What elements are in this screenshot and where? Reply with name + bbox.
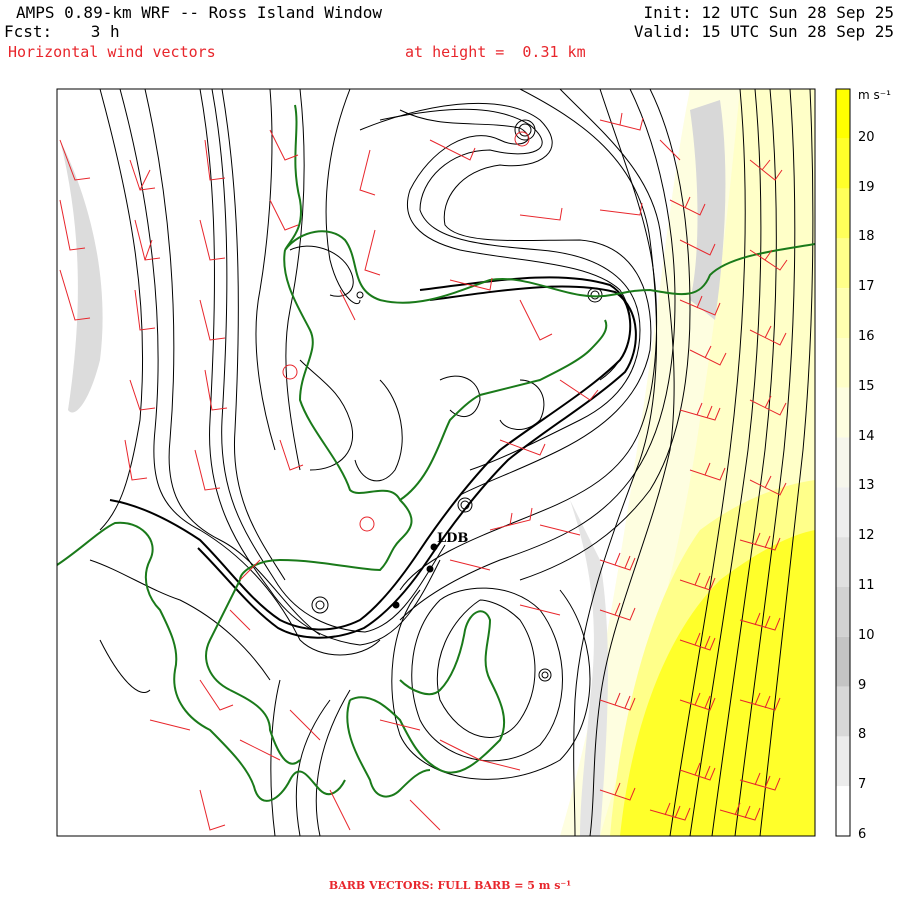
colorbar [836, 89, 850, 836]
speed-shade-gray-east [690, 100, 726, 320]
coastline [57, 104, 815, 802]
colorbar-swatch [836, 587, 850, 637]
colorbar-swatch [836, 487, 850, 538]
station-marker [392, 601, 400, 609]
colorbar-swatch [836, 89, 850, 139]
field-name: Horizontal wind vectors [8, 43, 216, 61]
site-label-ldb: LDB [437, 531, 469, 546]
colorbar-level-label: 12 [858, 528, 875, 544]
colorbar-level-label: 11 [858, 578, 875, 593]
speed-shade-gray-south [570, 500, 608, 836]
colorbar-level-label: 14 [858, 428, 875, 444]
colorbar-level-label: 15 [858, 378, 875, 394]
stations [392, 543, 438, 609]
colorbar-swatch [836, 786, 850, 836]
speed-shade-gray-west [60, 140, 103, 413]
valid-time: Valid: 15 UTC Sun 28 Sep 25 [633, 22, 894, 41]
colorbar-level-label: 17 [858, 279, 875, 295]
map-frame [56, 88, 816, 837]
streamlines [89, 89, 814, 836]
speed-shade-19 [620, 530, 815, 836]
colorbar-level-label: 7 [858, 777, 867, 793]
colorbar-level-label: 16 [858, 329, 875, 344]
convergence-lines [109, 276, 637, 639]
map-title: AMPS 0.89-km WRF -- Ross Island Window [16, 3, 383, 22]
eddies [311, 119, 603, 682]
colorbar-swatch [836, 138, 850, 189]
station-ldb [430, 543, 438, 551]
barb-legend: BARB VECTORS: FULL BARB = 5 m s⁻¹ [328, 879, 572, 892]
colorbar-level-label: 13 [858, 478, 875, 494]
colorbar-level-label: 18 [858, 229, 875, 245]
colorbar-swatch [836, 736, 850, 787]
colorbar-frame [835, 88, 851, 837]
colorbar-level-label: 6 [858, 827, 867, 842]
colorbar-swatch [836, 387, 850, 438]
colorbar-swatch [836, 188, 850, 239]
colorbar-swatch [836, 338, 850, 388]
colorbar-swatch [836, 686, 850, 737]
height-label: at height = 0.31 km [405, 43, 586, 61]
colorbar-level-label: 9 [858, 677, 867, 693]
colorbar-level-label: 20 [858, 129, 875, 145]
colorbar-level-label: 19 [858, 179, 875, 195]
calm-circles [282, 131, 530, 532]
colorbar-swatch [836, 537, 850, 587]
colorbar-swatch [836, 437, 850, 488]
forecast-hour: Fcst: 3 h [4, 22, 120, 41]
colorbar-swatch [836, 636, 850, 687]
colorbar-level-label: 8 [858, 727, 867, 743]
init-time: Init: 12 UTC Sun 28 Sep 25 [643, 3, 894, 22]
colorbar-unit: m s⁻¹ [858, 88, 891, 102]
wind-barbs [59, 112, 788, 831]
station-marker [426, 565, 434, 573]
colorbar-level-label: 10 [858, 627, 875, 643]
colorbar-swatch [836, 238, 850, 289]
colorbar-swatch [836, 288, 850, 338]
